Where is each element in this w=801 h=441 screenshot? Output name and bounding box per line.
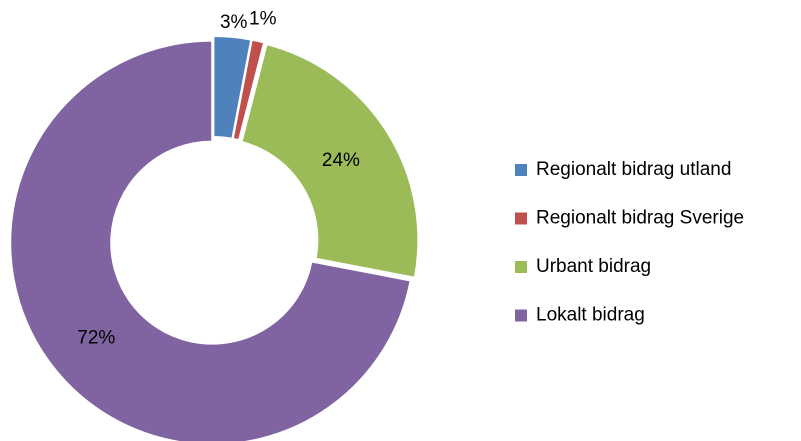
data-label: 3% (220, 12, 248, 33)
data-label: 24% (322, 150, 360, 171)
legend-label: Regionalt bidrag Sverige (536, 208, 744, 229)
legend-swatch (515, 261, 527, 273)
data-label: 72% (77, 328, 115, 349)
slice (240, 42, 420, 279)
legend-swatch (515, 309, 527, 322)
legend-swatch (515, 212, 527, 225)
legend-label: Lokalt bidrag (536, 305, 645, 326)
slice (231, 38, 266, 142)
legend-label: Urbant bidrag (536, 256, 651, 277)
legend-swatch (515, 164, 527, 176)
data-label: 1% (249, 9, 277, 30)
slice (9, 39, 412, 441)
legend-label: Regionalt bidrag utland (536, 159, 731, 180)
